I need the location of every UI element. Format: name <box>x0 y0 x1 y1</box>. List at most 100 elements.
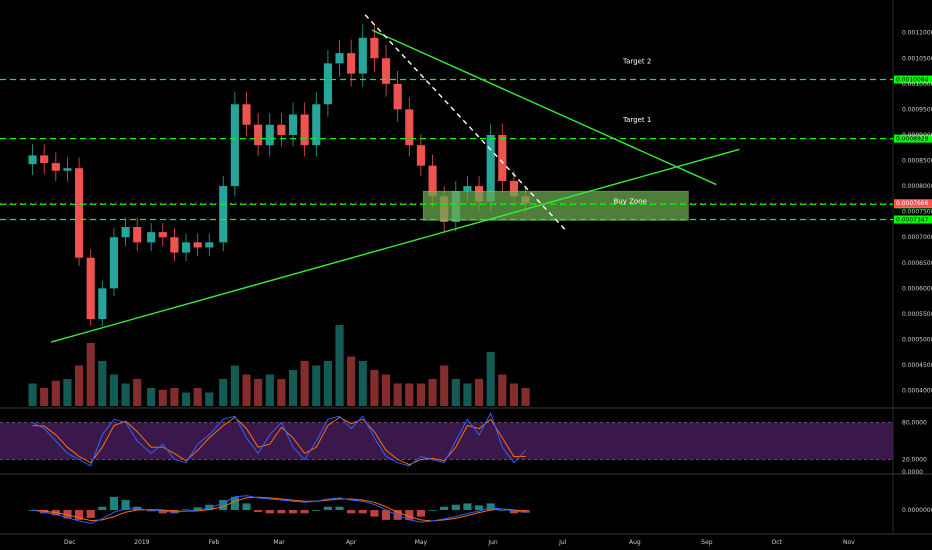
candle-body <box>312 104 321 146</box>
candle-body <box>158 232 167 238</box>
candle-body <box>121 227 130 238</box>
macd-histogram-bar <box>265 510 274 514</box>
macd-histogram-bar <box>300 510 309 514</box>
volume-bar <box>121 383 130 406</box>
candle-body <box>288 114 298 135</box>
macd-histogram-bar <box>347 510 356 514</box>
macd-histogram-bar <box>98 506 107 510</box>
macd-histogram-bar <box>474 505 484 510</box>
time-axis: Dec 2019 Feb Mar Apr May Jun Jul Aug Sep Oct Nov <box>64 539 855 546</box>
macd-histogram-bar <box>358 510 367 514</box>
time-tick-label: Jun <box>487 539 498 546</box>
volume-bar <box>347 356 356 406</box>
candle-body <box>147 232 156 243</box>
candle-body <box>393 83 402 110</box>
macd-histogram-bar <box>416 510 425 517</box>
buy-zone <box>422 190 689 221</box>
volume-bar <box>498 374 507 406</box>
volume-bar <box>358 361 367 406</box>
horizontal-levels <box>0 78 893 221</box>
volume-bar <box>300 361 309 406</box>
volume-bar <box>205 392 214 406</box>
macd-histogram-bar <box>86 510 95 518</box>
macd-histogram-bar <box>121 500 130 510</box>
macd-histogram-bar <box>451 504 460 510</box>
stoch-k-line <box>32 411 526 467</box>
level-price-label-0: 0.0010084 <box>896 77 929 84</box>
candle-body <box>381 58 391 84</box>
candle-body <box>358 37 367 74</box>
volume-bar <box>277 379 286 406</box>
stochastic-pane: 80.0000 20.0000 0.0000 <box>0 411 927 476</box>
time-tick-label: Apr <box>346 539 357 546</box>
candle-body <box>405 109 414 146</box>
price-tick-label: 0.0009000 <box>902 132 932 139</box>
candle-body <box>86 257 95 320</box>
candle-body <box>463 186 472 192</box>
volume-bar <box>28 383 37 406</box>
macd-histogram-bar <box>133 506 142 510</box>
candle-body <box>254 124 263 146</box>
macd-histogram-bar <box>193 507 202 510</box>
price-tick-label: 0.0006500 <box>902 260 932 267</box>
candle-body <box>63 168 72 171</box>
macd-histogram-bar <box>440 506 449 510</box>
volume-bar <box>74 365 84 406</box>
time-tick-label: Mar <box>273 539 285 546</box>
annotation-1: Target 1 <box>622 116 651 124</box>
volume-bar <box>109 374 119 406</box>
level-price-tag-1 <box>894 134 932 143</box>
volume-bar <box>451 379 460 406</box>
macd-histogram-bar <box>254 510 263 512</box>
price-tick-label: 0.0011000 <box>902 30 932 37</box>
time-tick-label: Aug <box>629 539 641 546</box>
macd-histogram-bar <box>109 496 119 510</box>
buy-zone-group <box>422 190 689 221</box>
volume-bar <box>428 379 437 406</box>
volume-bar <box>242 374 251 406</box>
volume-bar <box>312 365 321 406</box>
trendline-1 <box>371 29 717 186</box>
price-tick-label: 0.0005000 <box>902 337 932 344</box>
volume-bar <box>170 388 179 406</box>
volume-bar <box>40 388 49 406</box>
candle-body <box>51 163 60 171</box>
volume-bar <box>219 379 228 406</box>
price-tick-label: 0.0010500 <box>902 55 932 62</box>
macd-histogram-bar <box>181 509 191 511</box>
candle-body <box>509 180 519 197</box>
volume-bar <box>521 388 530 406</box>
macd-tick-label: 0.0000000 <box>902 507 932 514</box>
time-tick-label: 2019 <box>134 539 149 546</box>
volume-bar <box>509 383 519 406</box>
volume-bar <box>63 379 72 406</box>
candle-body <box>40 155 49 164</box>
candle-body <box>219 186 228 243</box>
macd-histogram-bar <box>486 503 495 510</box>
volume-bar <box>158 389 167 406</box>
candle-body <box>416 145 425 166</box>
annotation-0: Target 2 <box>622 57 651 65</box>
macd-histogram-bar <box>219 500 228 510</box>
candle-body <box>193 242 202 248</box>
annotation-2: Buy Zone <box>613 197 646 205</box>
macd-histogram-bar <box>277 510 286 514</box>
macd-histogram-bar <box>463 503 472 510</box>
candle-body <box>428 165 437 197</box>
volume-bars <box>28 325 530 406</box>
volume-bar <box>440 365 449 406</box>
macd-histogram-bar <box>323 506 332 510</box>
price-tick-label: 0.0010000 <box>902 81 932 88</box>
macd-histogram-bar <box>381 510 391 520</box>
macd-histogram-bar <box>40 510 49 514</box>
macd-histogram-bar <box>74 510 84 520</box>
volume-bar <box>230 365 239 406</box>
macd-histogram-bar <box>428 510 437 511</box>
volume-bar <box>474 379 484 406</box>
volume-bar <box>486 352 495 406</box>
annotations: Target 2 Target 1 Buy Zone <box>613 57 651 205</box>
macd-histogram-bar <box>63 510 72 519</box>
trendline-0 <box>50 148 740 343</box>
macd-signal-line <box>32 496 526 522</box>
